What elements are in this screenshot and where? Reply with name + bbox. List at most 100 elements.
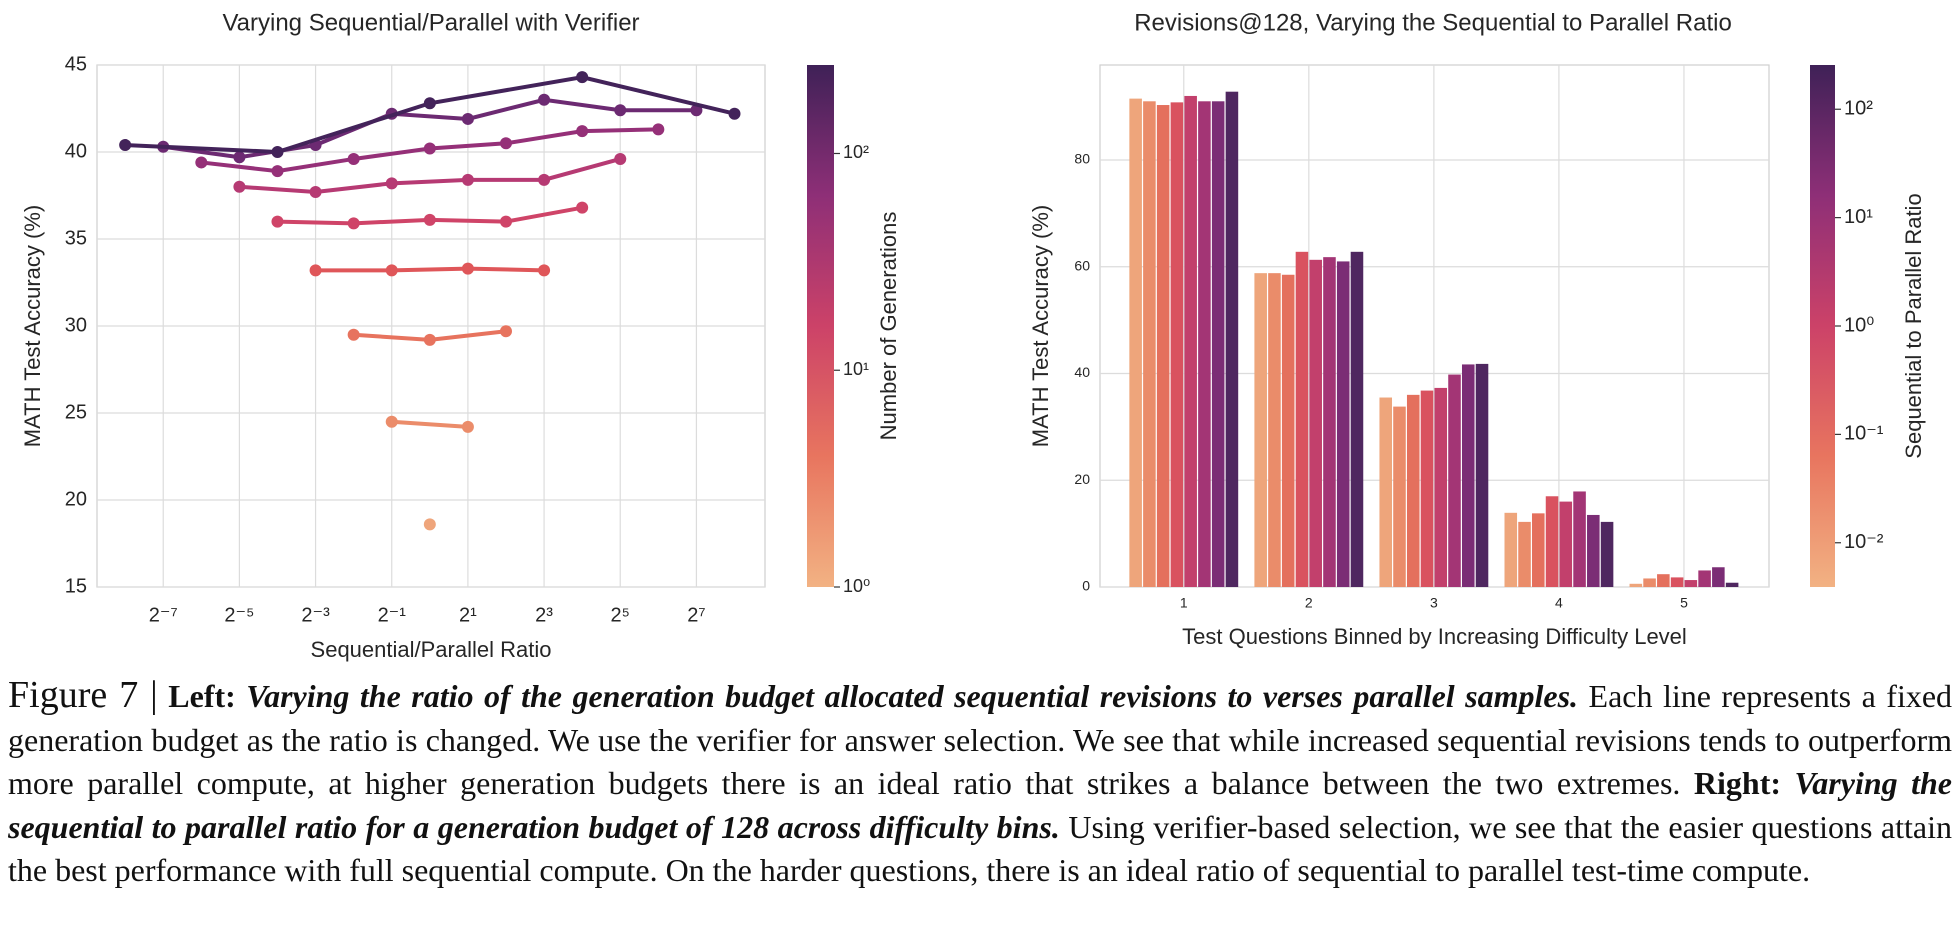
y-tick-label: 25 xyxy=(65,401,87,423)
data-point xyxy=(423,142,436,155)
data-point xyxy=(195,156,208,169)
data-point xyxy=(614,152,627,165)
data-point xyxy=(309,264,322,277)
bar xyxy=(1129,98,1142,588)
caption-left-text: Each line represents a fixed generation … xyxy=(8,678,1952,801)
x-tick-label: 2⁻³ xyxy=(301,604,330,626)
data-point xyxy=(271,165,284,178)
y-tick-label: 45 xyxy=(65,53,87,75)
bar xyxy=(1670,577,1684,587)
series-line xyxy=(239,157,621,195)
bar xyxy=(1545,496,1559,587)
bar xyxy=(1184,95,1197,587)
colorbar-tick-label: 10¹ xyxy=(1844,206,1873,228)
bar xyxy=(1629,583,1643,587)
data-point xyxy=(233,151,246,164)
data-point xyxy=(119,139,132,152)
caption-right-heading: Varying the sequential to parallel ratio… xyxy=(8,765,1952,845)
y-tick-label: 40 xyxy=(65,140,87,162)
x-tick-label: 2⁻¹ xyxy=(378,604,407,626)
bar xyxy=(1475,363,1489,587)
data-point xyxy=(385,415,398,428)
caption-left-heading: Varying the ratio of the generation budg… xyxy=(246,678,1579,714)
data-point xyxy=(309,186,322,199)
bar xyxy=(1434,387,1448,587)
colorbar-tick-label: 10² xyxy=(843,142,869,162)
colorbar-tick-label: 10⁰ xyxy=(1844,314,1874,336)
bar xyxy=(1336,261,1350,587)
data-point xyxy=(233,180,246,193)
bar xyxy=(1295,251,1309,587)
y-tick-label: 80 xyxy=(1074,151,1090,167)
caption-right-label: Right: xyxy=(1693,765,1782,801)
x-tick-label: 2¹ xyxy=(459,604,477,626)
data-point xyxy=(461,262,474,275)
y-tick-label: 35 xyxy=(65,227,87,249)
bar xyxy=(1657,574,1670,587)
data-point xyxy=(538,173,551,186)
data-point xyxy=(271,215,284,228)
bar xyxy=(1323,257,1336,587)
data-point xyxy=(423,97,436,110)
caption-right-text: Using verifier-based selection, we see t… xyxy=(8,808,1952,889)
caption-left-label: Left: xyxy=(168,678,236,714)
figure-caption: Figure 7 | Left: Varying the ratio of th… xyxy=(8,674,1952,946)
x-tick-label: 2⁵ xyxy=(611,604,630,626)
colorbar-tick-label: 10⁻² xyxy=(1844,531,1884,553)
data-point xyxy=(271,146,284,158)
x-tick-label: 2⁻⁷ xyxy=(149,604,178,626)
y-tick-label: 20 xyxy=(1074,471,1090,487)
bar xyxy=(1600,521,1614,587)
data-point xyxy=(385,264,398,277)
figure-label: Figure 7 | xyxy=(8,674,158,716)
y-tick-label: 30 xyxy=(65,314,87,336)
bar xyxy=(1684,580,1698,587)
data-point xyxy=(423,518,436,531)
y-tick-label: 60 xyxy=(1074,257,1090,273)
y-axis-label: MATH Test Accuracy (%) xyxy=(1028,205,1053,447)
data-point xyxy=(499,215,512,228)
data-point xyxy=(576,125,589,138)
data-point xyxy=(347,328,360,341)
x-tick-label: 2⁷ xyxy=(687,604,705,626)
colorbar-tick-label: 10¹ xyxy=(843,359,869,379)
bar xyxy=(1225,91,1239,587)
bar xyxy=(1170,102,1184,587)
data-point xyxy=(347,217,360,230)
bar xyxy=(1712,567,1725,587)
bar xyxy=(1573,491,1586,587)
colorbar-label: Number of Generations xyxy=(876,212,901,441)
data-point xyxy=(461,112,474,125)
bar xyxy=(1448,374,1461,587)
data-point xyxy=(461,420,474,433)
x-tick-label: 5 xyxy=(1680,595,1688,611)
series-line xyxy=(391,419,469,429)
bar xyxy=(1643,578,1656,587)
bar xyxy=(1254,273,1267,587)
bar xyxy=(1420,390,1434,587)
data-point xyxy=(614,104,627,117)
y-tick-label: 20 xyxy=(65,488,87,510)
data-point xyxy=(423,213,436,226)
bar xyxy=(1350,251,1364,587)
x-axis-label: Test Questions Binned by Increasing Diff… xyxy=(1182,624,1687,649)
bar xyxy=(1587,514,1600,587)
data-point xyxy=(538,93,551,106)
chart-title: Varying Sequential/Parallel with Verifie… xyxy=(222,9,639,36)
data-point xyxy=(347,152,360,165)
bar xyxy=(1725,582,1739,587)
series-line xyxy=(162,97,697,160)
x-tick-label: 2 xyxy=(1305,595,1313,611)
bar xyxy=(1379,397,1393,587)
data-point xyxy=(576,71,589,84)
y-tick-label: 40 xyxy=(1074,364,1090,380)
bar xyxy=(1461,364,1475,587)
data-point xyxy=(423,333,436,346)
bar xyxy=(1504,512,1518,587)
bar xyxy=(1211,101,1225,587)
bar xyxy=(1518,521,1531,587)
bar xyxy=(1156,105,1170,588)
colorbar-tick-label: 10⁰ xyxy=(843,576,870,596)
x-tick-label: 2⁻⁵ xyxy=(224,604,254,626)
